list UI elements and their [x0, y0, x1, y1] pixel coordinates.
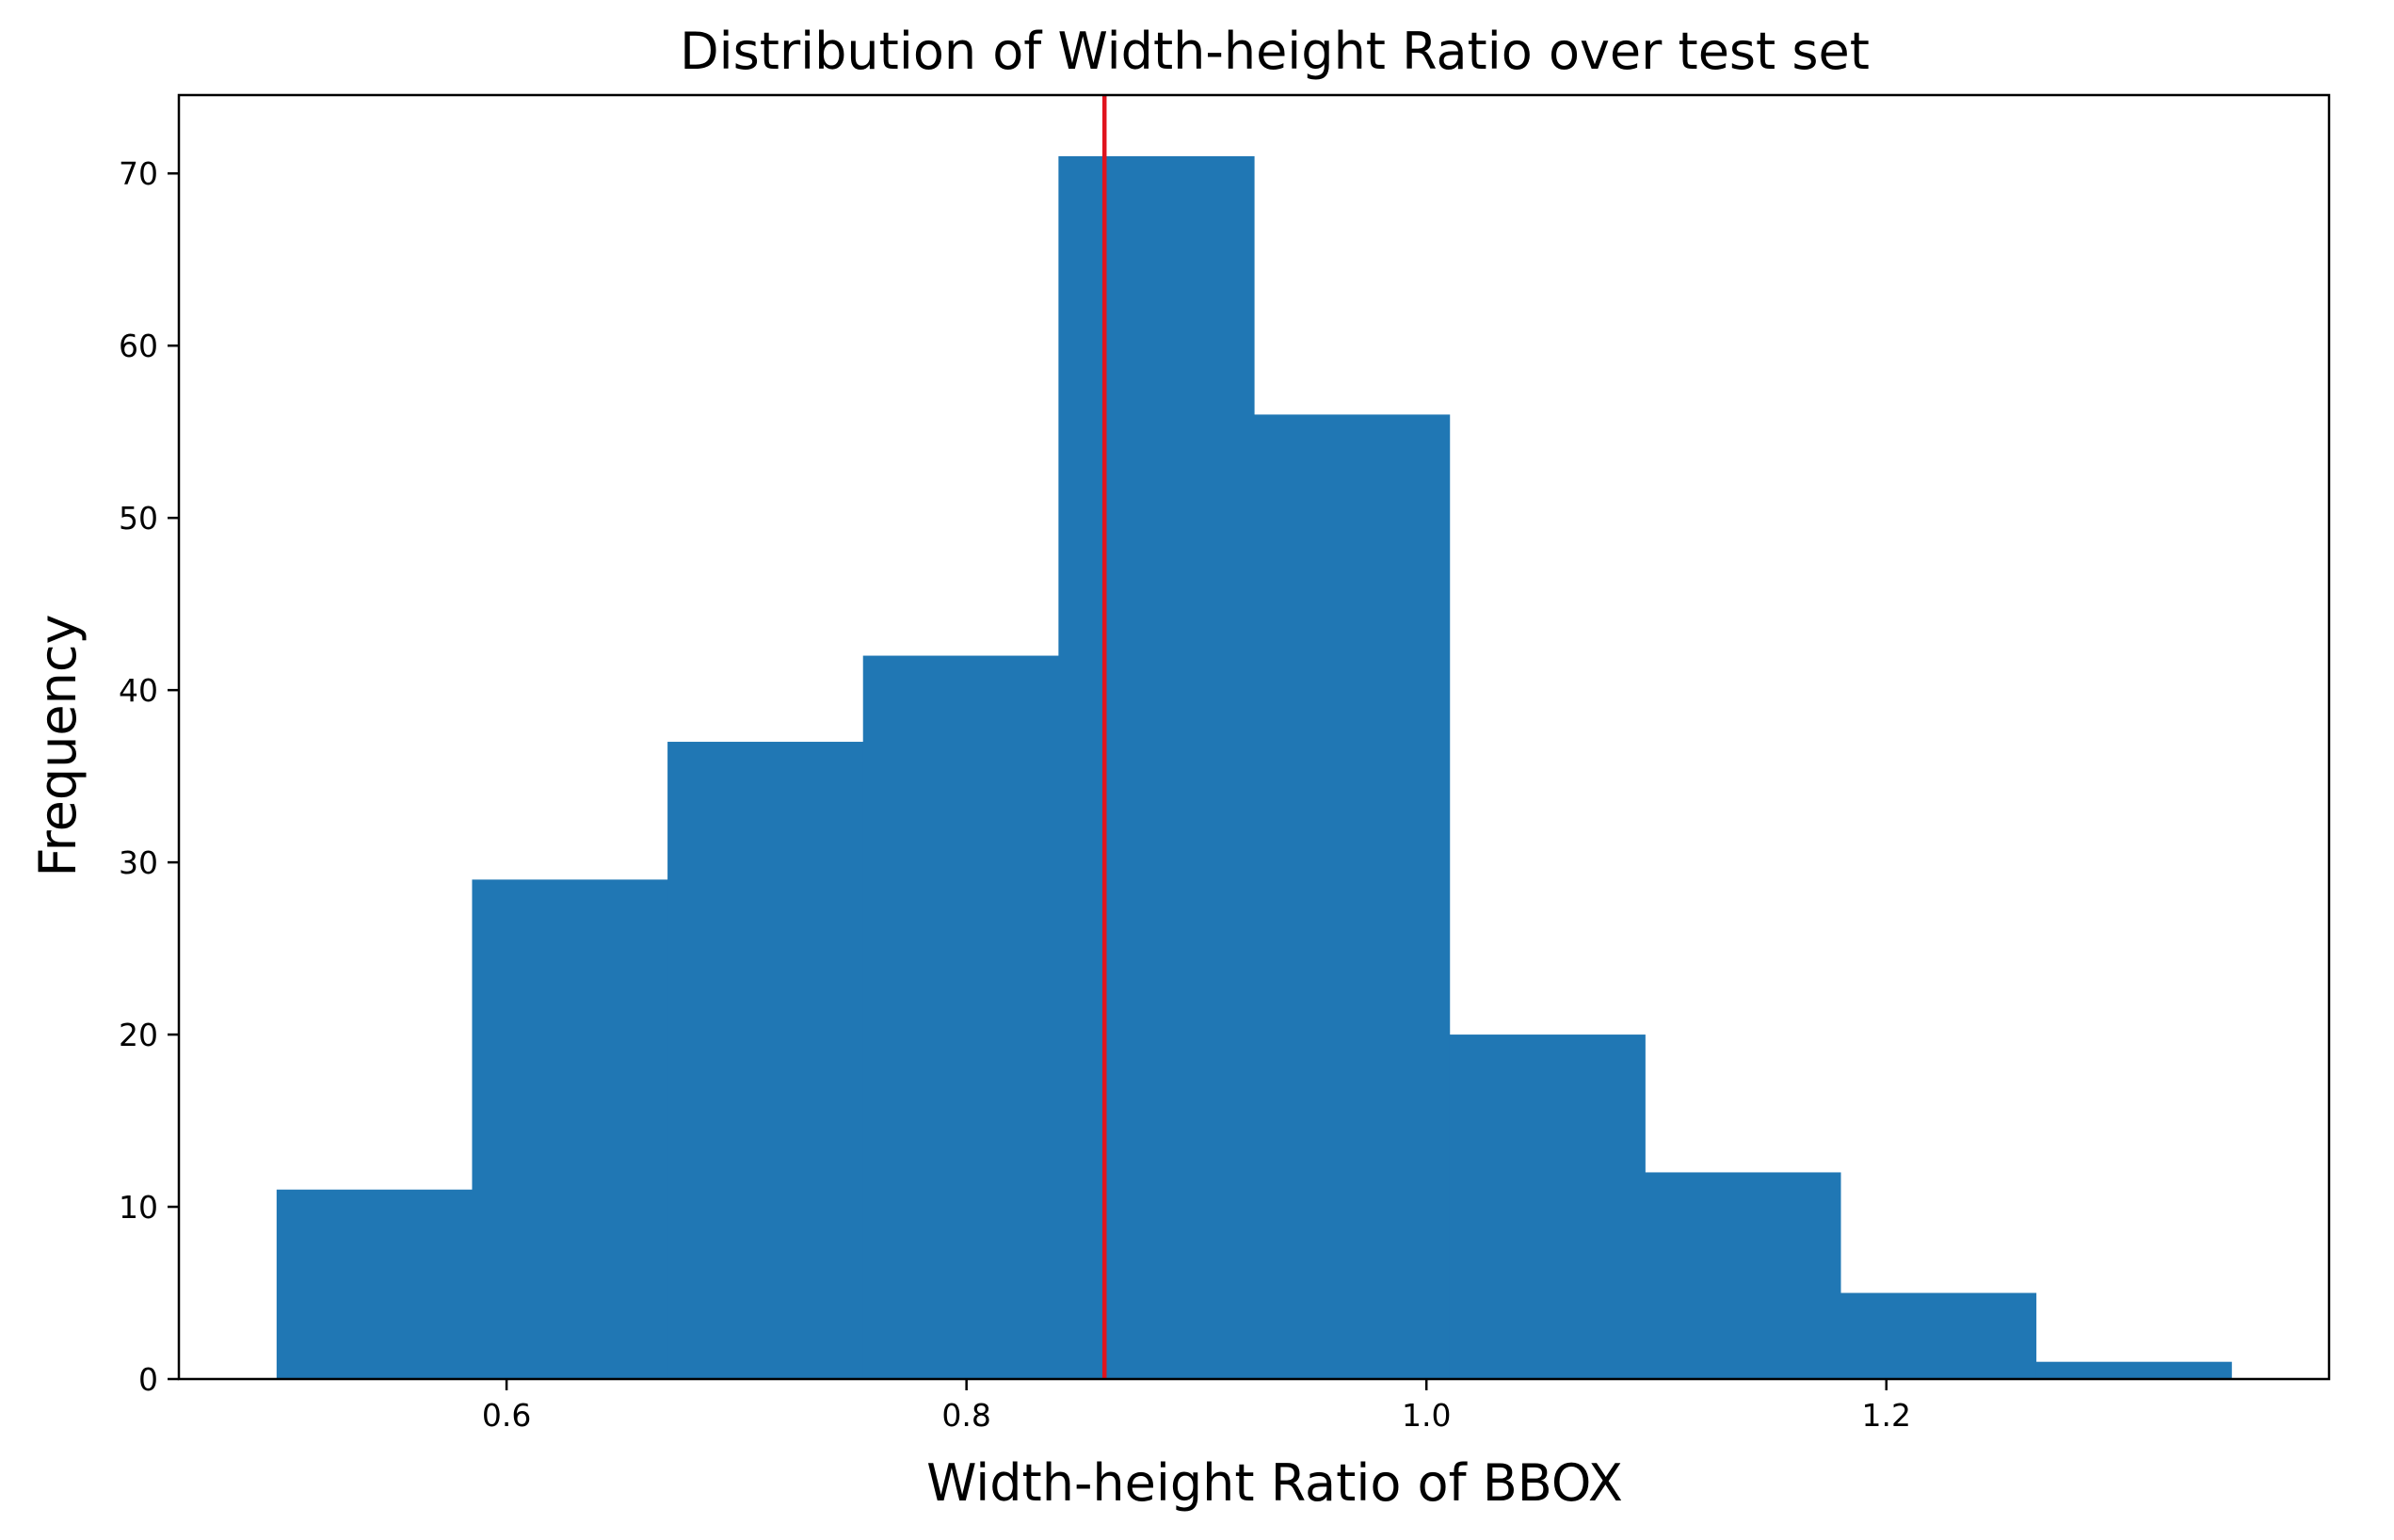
histogram-bar-4	[862, 655, 1059, 1379]
x-tick-label: 0.6	[482, 1397, 531, 1434]
y-tick-label: 40	[119, 672, 158, 709]
y-tick-label: 10	[119, 1189, 158, 1226]
x-axis-ticks: 0.6 0.8 1.0 1.2	[482, 1379, 1911, 1434]
histogram-bar-6	[1254, 414, 1451, 1379]
histogram-bar-10	[2035, 1361, 2232, 1379]
histogram-bar-5	[1058, 155, 1255, 1379]
histogram-bar-9	[1840, 1292, 2037, 1379]
y-axis-label: Frequency	[28, 615, 88, 877]
histogram-bar-8	[1645, 1172, 1841, 1379]
x-tick-label: 0.8	[941, 1397, 990, 1434]
y-tick-label: 30	[119, 844, 158, 881]
x-tick-label: 1.2	[1862, 1397, 1911, 1434]
plot-frame	[177, 93, 2331, 1381]
y-tick-label: 50	[119, 500, 158, 537]
y-tick-label: 0	[138, 1361, 158, 1398]
histogram-bar-7	[1449, 1035, 1646, 1379]
x-axis-label: Width-height Ratio of BBOX	[926, 1453, 1623, 1513]
chart-title: Distribution of Width-height Ratio over …	[680, 22, 1870, 81]
y-axis-ticks: 0 10 20 30 40 50 60 70	[119, 155, 179, 1398]
histogram-bar-1	[276, 1189, 474, 1379]
histogram-bar-3	[667, 742, 864, 1379]
histogram-bars	[276, 155, 2232, 1379]
y-tick-label: 60	[119, 328, 158, 364]
x-tick-label: 1.0	[1402, 1397, 1451, 1434]
y-tick-label: 20	[119, 1017, 158, 1053]
histogram-bar-2	[472, 879, 668, 1379]
y-tick-label: 70	[119, 155, 158, 192]
